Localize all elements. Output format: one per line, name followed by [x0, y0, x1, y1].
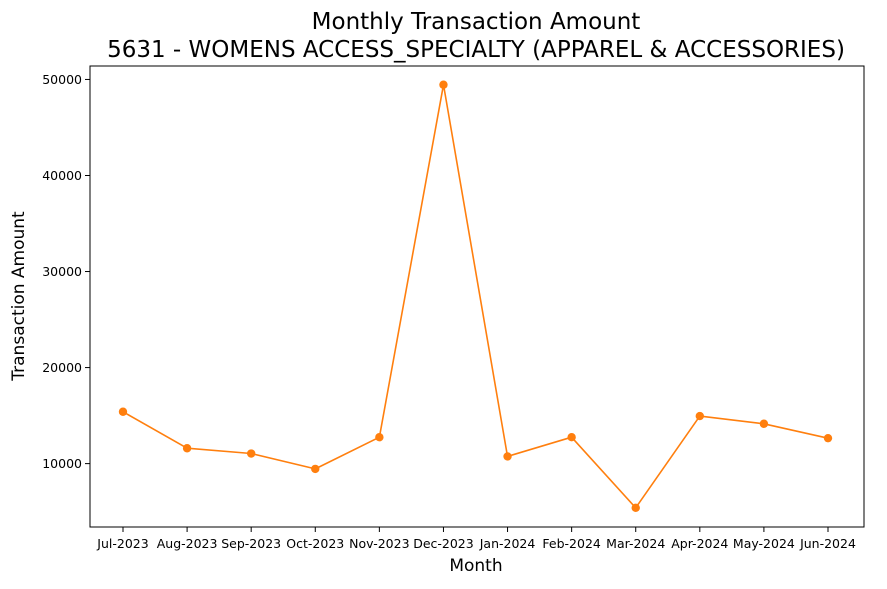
data-point [439, 80, 448, 89]
x-tick-label: Apr-2024 [671, 536, 728, 551]
x-tick-label: May-2024 [733, 536, 795, 551]
x-tick-label: Mar-2024 [606, 536, 665, 551]
plot-area: Jul-2023 Aug-2023 Sep-2023 Oct-2023 Nov-2023… [42, 65, 865, 551]
chart-subtitle: 5631 - WOMENS ACCESS_SPECIALTY (APPAREL … [107, 37, 845, 63]
plot-frame [89, 65, 865, 528]
data-point [375, 433, 384, 442]
data-point [823, 433, 833, 443]
data-point [631, 503, 640, 512]
data-point [567, 433, 576, 442]
data-point [311, 464, 320, 474]
x-tick-label: Feb-2024 [542, 536, 601, 551]
y-tick-label: 10000 [42, 456, 82, 471]
y-tick-label: 30000 [42, 264, 82, 279]
x-tick-label: Oct-2023 [286, 536, 344, 551]
x-tick-label: Aug-2023 [157, 536, 218, 551]
chart-title: Monthly Transaction Amount [312, 9, 641, 35]
x-tick-label: Sep-2023 [221, 536, 281, 551]
data-point [695, 411, 705, 421]
x-tick-label: Dec-2023 [413, 536, 474, 551]
data-point [246, 449, 256, 458]
y-tick-label: 50000 [42, 72, 82, 87]
x-axis-label: Month [449, 556, 502, 576]
y-tick-label: 20000 [42, 360, 82, 375]
data-point [759, 419, 769, 428]
x-tick-label: Jun-2024 [799, 536, 856, 551]
x-tick-label: Jul-2023 [96, 536, 148, 551]
data-point [503, 452, 512, 461]
y-tick-label: 40000 [42, 168, 82, 183]
x-tick-label: Jan-2024 [479, 536, 536, 551]
data-point [182, 444, 192, 453]
data-point [118, 407, 128, 416]
series-line [122, 83, 829, 509]
y-axis-label: Transaction Amount [9, 211, 29, 382]
x-tick-label: Nov-2023 [349, 536, 409, 551]
